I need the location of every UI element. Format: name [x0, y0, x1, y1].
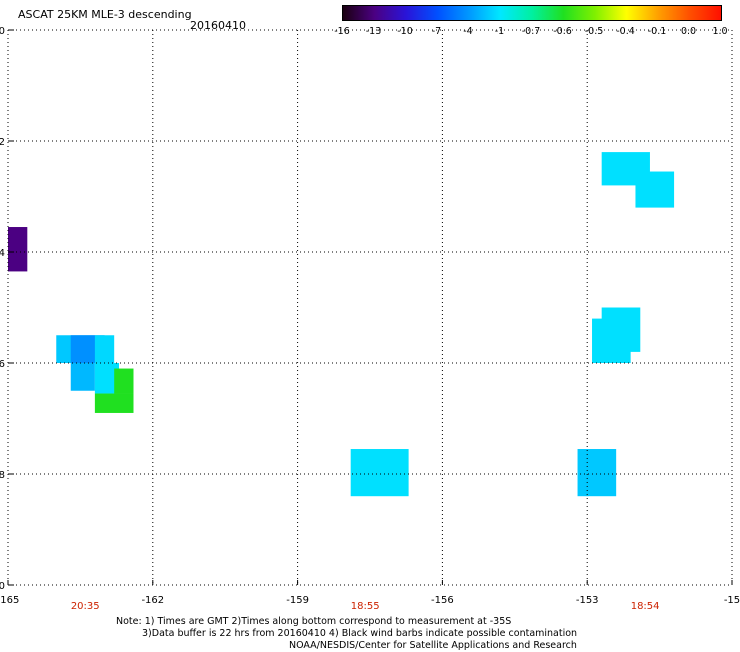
x-tick-label: -156	[431, 595, 454, 606]
colorbar-label: -10	[397, 26, 413, 37]
data-cell	[94, 335, 115, 363]
x-tick-label: -162	[141, 595, 164, 606]
y-tick-label: -32	[0, 137, 5, 148]
colorbar-label: -0.4	[616, 26, 635, 37]
y-tick-label: -36	[0, 359, 5, 370]
note-line-1: Note: 1) Times are GMT 2)Times along bot…	[116, 616, 512, 627]
colorbar-labels: -16 -13 -10 -7 -4 -1 -0.7 -0.6 -0.5 -0.4 -0.1 0.0 1.…	[0, 26, 740, 40]
colorbar-label: -4	[463, 26, 473, 37]
note-line-3: NOAA/NESDIS/Center for Satellite Applica…	[289, 640, 577, 651]
colorbar-label: -0.7	[521, 26, 541, 37]
data-cell	[601, 307, 641, 352]
time-label: 20:35	[71, 601, 100, 612]
colorbar-label: 1.0	[712, 26, 728, 37]
data-cell	[94, 393, 134, 413]
colorbar	[342, 5, 722, 21]
time-label: 18:54	[631, 601, 660, 612]
data-cell	[8, 227, 28, 272]
data-cell	[350, 449, 409, 497]
colorbar-label: -1	[494, 26, 505, 37]
chart-title: ASCAT 25KM MLE-3 descending	[18, 8, 192, 21]
x-tick-label: -153	[576, 595, 599, 606]
colorbar-label: -0.5	[584, 26, 604, 37]
time-label: 18:55	[351, 601, 380, 612]
colorbar-label: -13	[365, 26, 382, 37]
footer-note: Note: 1) Times are GMT 2)Times along bot…	[116, 616, 577, 652]
colorbar-label: -0.6	[553, 26, 572, 37]
chart-date: 20160410	[190, 19, 246, 32]
y-tick-label: -30	[0, 26, 5, 37]
y-tick-label: -38	[0, 470, 5, 481]
x-tick-label: -165	[0, 595, 19, 606]
colorbar-label: -7	[431, 26, 442, 37]
colorbar-label: -16	[334, 26, 350, 37]
x-tick-label: -15	[724, 595, 740, 606]
data-cell	[70, 363, 95, 391]
colorbar-label: 0.0	[680, 26, 697, 37]
colorbar-label: -0.1	[647, 26, 667, 37]
data-cell	[635, 171, 675, 208]
y-tick-label: -40	[0, 581, 5, 592]
x-tick-label: -159	[286, 595, 309, 606]
data-cell	[577, 449, 617, 497]
data-cell	[114, 368, 134, 394]
y-tick-label: -34	[0, 248, 5, 259]
note-line-2: 3)Data buffer is 22 hrs from 20160410 4)…	[142, 628, 578, 639]
